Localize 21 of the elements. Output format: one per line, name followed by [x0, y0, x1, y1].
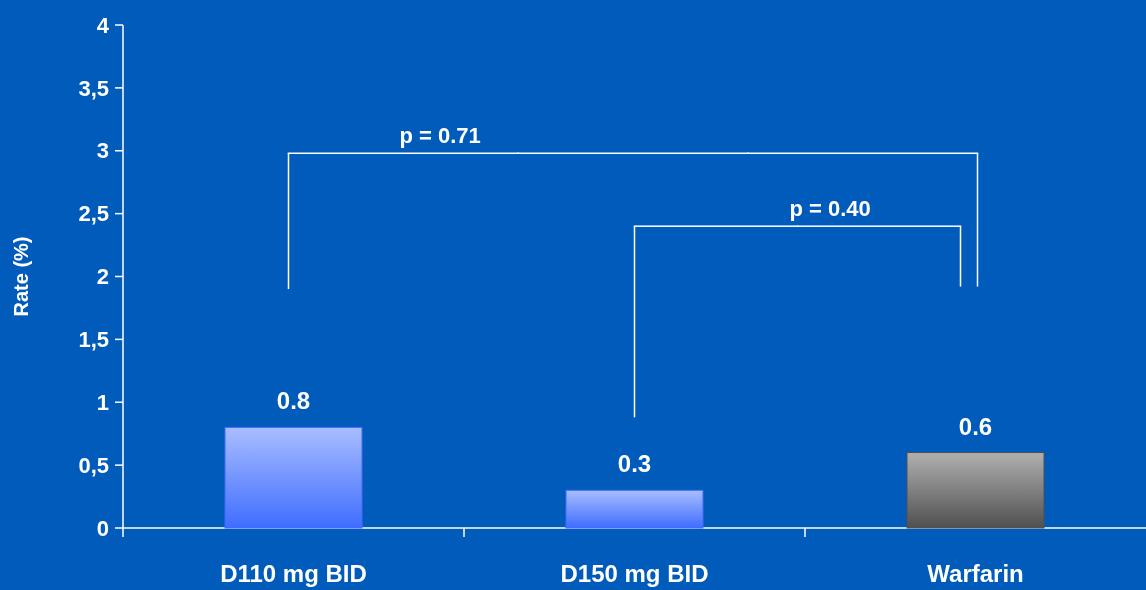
y-tick-label: 3,5	[78, 75, 109, 101]
y-tick-label: 0	[96, 515, 109, 541]
data-label: 0.6	[958, 412, 993, 440]
y-tick-label: 1,5	[78, 327, 109, 353]
y-tick-label: 1	[96, 389, 109, 415]
y-tick-label: 2,5	[78, 201, 109, 227]
x-tick-label: D150 mg BID	[560, 560, 709, 587]
data-label: 0.8	[276, 387, 311, 415]
x-tick-label: Warfarin	[927, 560, 1024, 587]
y-tick-label: 0,5	[78, 452, 109, 478]
y-tick-label: 4	[96, 12, 110, 38]
annotation: p = 0.40	[789, 196, 871, 222]
y-tick-label: 3	[96, 138, 109, 164]
data-label: 0.3	[617, 450, 652, 478]
bar	[224, 426, 363, 529]
x-tick-label: D110 mg BID	[220, 560, 367, 587]
y-tick-label: 2	[96, 264, 109, 290]
bar	[906, 452, 1045, 529]
bar	[565, 489, 704, 529]
annotation: p = 0.71	[399, 123, 481, 149]
y-axis-title: Rate (%)	[10, 236, 32, 317]
